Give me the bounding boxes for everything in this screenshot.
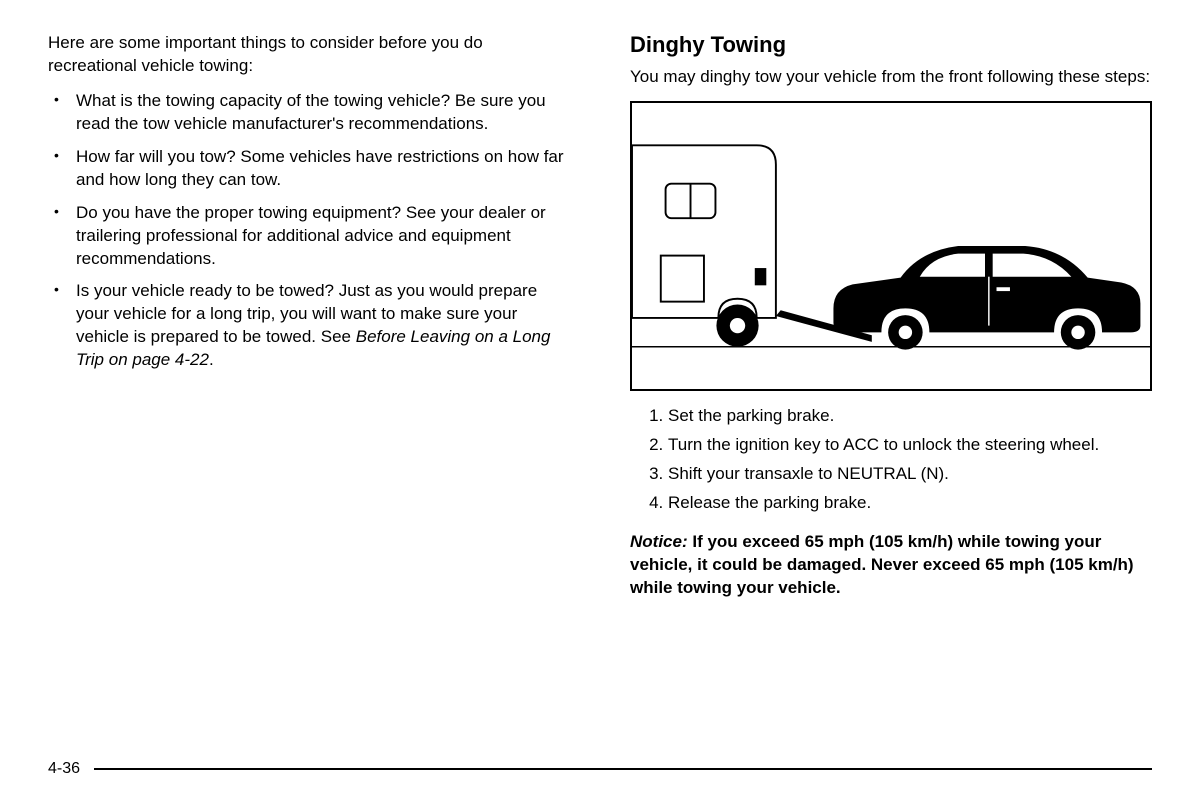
step-text: Release the parking brake. [668,493,871,512]
bullet-item: What is the towing capacity of the towin… [76,90,570,136]
considerations-list: What is the towing capacity of the towin… [48,90,570,372]
dinghy-towing-illustration [630,101,1152,391]
rv-icon [632,145,776,346]
bullet-item: Do you have the proper towing equipment?… [76,202,570,271]
steps-list: Set the parking brake. Turn the ignition… [630,405,1152,515]
right-column: Dinghy Towing You may dinghy tow your ve… [620,32,1152,712]
step-text: Turn the ignition key to ACC to unlock t… [668,435,1099,454]
step-item: Shift your transaxle to NEUTRAL (N). [668,463,1152,486]
left-column: Here are some important things to consid… [48,32,580,712]
page-content: Here are some important things to consid… [48,32,1152,712]
section-heading: Dinghy Towing [630,32,1152,58]
notice-paragraph: Notice: If you exceed 65 mph (105 km/h) … [630,531,1152,600]
car-icon [833,246,1140,350]
left-intro: Here are some important things to consid… [48,32,570,78]
step-item: Turn the ignition key to ACC to unlock t… [668,434,1152,457]
bullet-text: Do you have the proper towing equipment?… [76,203,546,268]
step-item: Set the parking brake. [668,405,1152,428]
notice-text: If you exceed 65 mph (105 km/h) while to… [630,532,1134,597]
towing-diagram-svg [632,103,1150,389]
steps-intro: You may dinghy tow your vehicle from the… [630,66,1152,89]
page-number: 4-36 [48,760,80,778]
notice-label: Notice: [630,532,688,551]
bullet-text: What is the towing capacity of the towin… [76,91,546,133]
bullet-item: How far will you tow? Some vehicles have… [76,146,570,192]
step-text: Shift your transaxle to NEUTRAL (N). [668,464,949,483]
bullet-text-post: . [209,350,214,369]
footer-rule [94,768,1152,770]
page-footer: 4-36 [48,760,1152,778]
step-item: Release the parking brake. [668,492,1152,515]
bullet-item: Is your vehicle ready to be towed? Just … [76,280,570,372]
bullet-text: How far will you tow? Some vehicles have… [76,147,564,189]
step-text: Set the parking brake. [668,406,834,425]
